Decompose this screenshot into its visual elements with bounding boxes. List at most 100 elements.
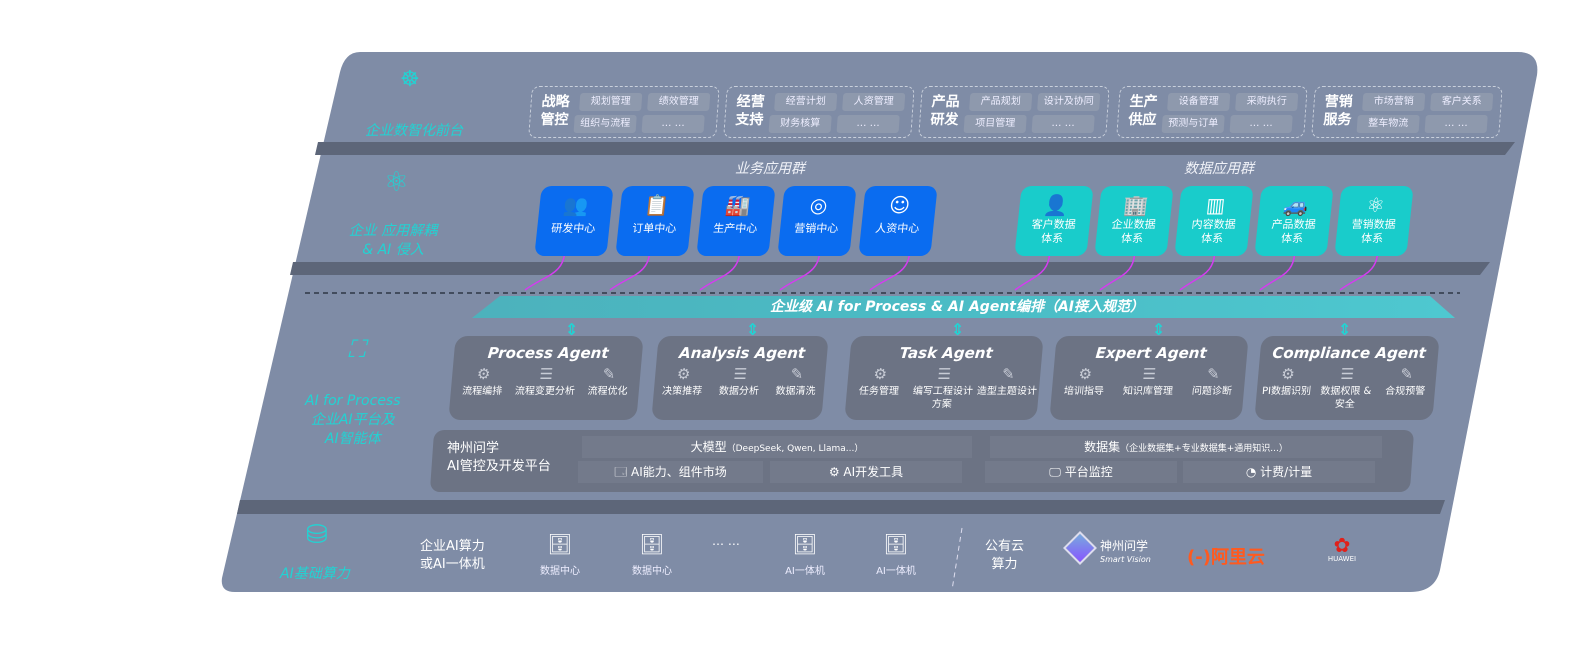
capability-icon: ☰ [538, 365, 554, 383]
aliyun-logo: (-)阿里云 [1187, 547, 1265, 568]
group-chip[interactable]: 项目管理 [963, 115, 1027, 133]
capability-icon: ✎ [1206, 365, 1221, 383]
capability-icon: ☰ [1339, 365, 1355, 383]
group-chip[interactable]: 设计及协同 [1037, 93, 1101, 111]
data-app-tile[interactable]: ▥ 内容数据 体系 [1174, 186, 1254, 256]
capability-icon: ☰ [732, 365, 748, 383]
bidirectional-arrow-icon: ⇕ [746, 320, 760, 339]
group-chip[interactable]: 客户关系 [1430, 93, 1494, 111]
data-app-tile[interactable]: 👤 客户数据 体系 [1014, 186, 1094, 256]
group-chip[interactable]: 人资管理 [842, 93, 906, 111]
group-chip[interactable]: … … [1229, 115, 1293, 133]
component-market[interactable]: 🗔 AI能力、组件市场 [578, 461, 763, 483]
capability-icon: ☰ [936, 365, 952, 383]
server-icon: 🗄 [547, 532, 573, 556]
layer-label-ai: AI for Process 企业AI平台及 AI智能体 [305, 393, 401, 447]
layer-label-apps: 企业 应用解耦 & AI 侵入 [348, 223, 438, 258]
capability-icon: ✎ [1399, 365, 1414, 383]
face-scan-icon: ⛶ [348, 335, 365, 363]
group-chip[interactable]: 绩效管理 [647, 93, 711, 111]
agent-capability: ⚙ 培训指导 [1052, 365, 1118, 398]
group-chip[interactable]: 组织与流程 [573, 115, 637, 133]
group-chip[interactable]: 整车物流 [1356, 115, 1420, 133]
users-icon: 👥 [561, 193, 590, 217]
agent-card[interactable]: Compliance Agent ⚙ PI数据识别 ☰ 数据权限 & 安全 ✎ 合规预警 [1254, 336, 1440, 420]
platform-monitor[interactable]: 🖵 平台监控 [985, 461, 1177, 483]
agent-capability: ☰ 数据分析 [710, 365, 769, 398]
group-chip[interactable]: 产品规划 [969, 93, 1033, 111]
atom-icon: ⚛ [1365, 193, 1386, 217]
data-apps-title: 数据应用群 [1184, 161, 1254, 177]
data-app-tile[interactable]: ⚛ 营销数据 体系 [1334, 186, 1414, 256]
market-icon: 🗔 [614, 465, 632, 479]
agent-capability: ☰ 编写工程设计方案 [909, 365, 976, 411]
agent-capability: ✎ 合规预警 [1374, 365, 1436, 411]
factory-icon: 🏭 [723, 193, 752, 217]
group-chip[interactable]: … … [836, 115, 900, 133]
group-chip[interactable]: … … [1424, 115, 1488, 133]
tools-icon: ⚙ [828, 465, 844, 479]
group-title: 营销服务 [1322, 94, 1354, 128]
platform-title: 神州问学 AI管控及开发平台 [447, 441, 551, 474]
gauge-icon: ◔ [1245, 465, 1261, 479]
agent-capability: ⚙ 流程编排 [451, 365, 516, 398]
group-chip[interactable]: 采购执行 [1235, 93, 1299, 111]
billing[interactable]: ◔ 计费/计量 [1183, 461, 1375, 483]
dataset-row: 数据集（企业数据集+专业数据集+通用知识...） [990, 436, 1382, 458]
agent-capability: ⚙ PI数据识别 [1255, 365, 1317, 411]
agent-card[interactable]: Task Agent ⚙ 任务管理 ☰ 编写工程设计方案 ✎ 造型主题设计 [844, 336, 1044, 420]
group-chip[interactable]: 市场营销 [1362, 93, 1426, 111]
agent-capability: ✎ 问题诊断 [1180, 365, 1246, 398]
front-group: 营销服务 市场营销 客户关系 整车物流 … … [1311, 86, 1503, 138]
capability-icon: ⚙ [676, 365, 692, 383]
bidirectional-arrow-icon: ⇕ [1338, 320, 1352, 339]
group-chip[interactable]: 规划管理 [579, 93, 643, 111]
capability-icon: ✎ [789, 365, 805, 383]
group-chip[interactable]: … … [1031, 115, 1095, 133]
front-group: 战略管控 规划管理 绩效管理 组织与流程 … … [528, 86, 720, 138]
capability-icon: ☰ [1141, 365, 1157, 383]
business-app-tile[interactable]: 👥 研发中心 [534, 186, 614, 256]
business-app-tile[interactable]: ☺ 人资中心 [858, 186, 938, 256]
monitor-icon: 🖵 [1049, 465, 1065, 479]
business-app-tile[interactable]: ◎ 营销中心 [777, 186, 857, 256]
clipboard-icon: 📋 [642, 193, 671, 217]
huawei-logo: ✿ HUAWEI [1327, 533, 1357, 563]
agent-card[interactable]: Expert Agent ⚙ 培训指导 ☰ 知识库管理 ✎ 问题诊断 [1049, 336, 1249, 420]
server-icon: 🗄 [883, 532, 909, 556]
car-icon: 🚙 [1281, 193, 1310, 217]
bidirectional-arrow-icon: ⇕ [1152, 320, 1166, 339]
layer-label-infra: AI基础算力 [280, 566, 350, 582]
data-app-tile[interactable]: 🚙 产品数据 体系 [1254, 186, 1334, 256]
agent-capability: ☰ 流程变更分析 [513, 365, 578, 398]
data-app-tile[interactable]: 🏢 企业数据 体系 [1094, 186, 1174, 256]
capability-icon: ⚙ [1077, 365, 1093, 383]
llm-row: 大模型（DeepSeek, Qwen, Llama...） [582, 436, 972, 458]
agent-card[interactable]: Process Agent ⚙ 流程编排 ☰ 流程变更分析 ✎ 流程优化 [448, 336, 644, 420]
server-icon: 🗄 [639, 532, 665, 556]
group-chip[interactable]: 财务核算 [768, 115, 832, 133]
agent-card[interactable]: Analysis Agent ⚙ 决策推荐 ☰ 数据分析 ✎ 数据清洗 [651, 336, 829, 420]
group-chip[interactable]: … … [641, 115, 705, 133]
books-icon: ▥ [1204, 193, 1227, 217]
group-chip[interactable]: 经营计划 [774, 93, 838, 111]
agent-capability: ✎ 造型主题设计 [973, 365, 1040, 411]
bidirectional-arrow-icon: ⇕ [565, 320, 579, 339]
orchestration-banner: 企业级 AI for Process & AI Agent编排（AI接入规范） [770, 299, 1145, 315]
network-icon: ⚛ [384, 165, 409, 198]
agent-name: Process Agent [487, 344, 610, 362]
group-chip[interactable]: 设备管理 [1167, 93, 1231, 111]
database-icon: ⛁ [306, 520, 328, 550]
group-chip[interactable]: 预测与订单 [1161, 115, 1225, 133]
capability-icon: ✎ [601, 365, 617, 383]
agent-capability: ⚙ 决策推荐 [654, 365, 713, 398]
business-app-tile[interactable]: 📋 订单中心 [615, 186, 695, 256]
layer-label-front: 企业数智化前台 [365, 123, 463, 139]
brain-icon: ☸ [400, 67, 420, 92]
agent-name: Compliance Agent [1271, 344, 1427, 362]
dev-tools[interactable]: ⚙ AI开发工具 [770, 461, 962, 483]
agent-capability: ✎ 流程优化 [576, 365, 641, 398]
business-app-tile[interactable]: 🏭 生产中心 [696, 186, 776, 256]
agent-name: Analysis Agent [678, 344, 806, 362]
agent-capability: ✎ 数据清洗 [767, 365, 826, 398]
